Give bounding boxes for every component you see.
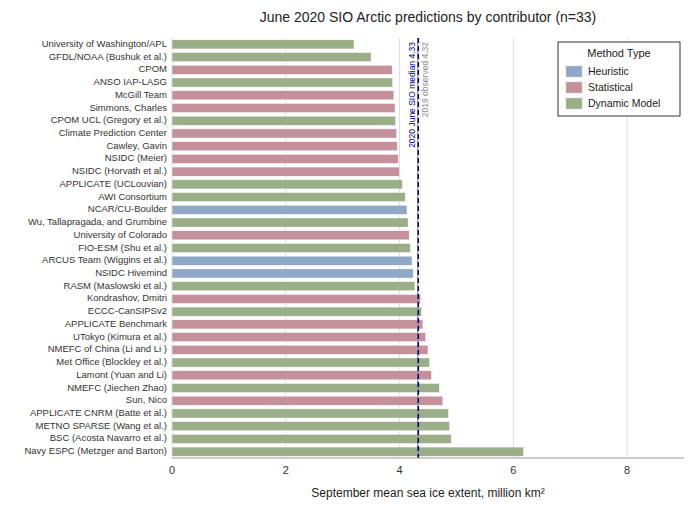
- bar: [172, 154, 398, 163]
- legend: Method Type Heuristic Statistical Dynamic M…: [558, 42, 680, 116]
- legend-swatch: [566, 98, 582, 109]
- bar: [172, 282, 415, 291]
- y-tick-label: Wu, Tallapragada, and Grumbine: [28, 216, 167, 227]
- bar: [172, 307, 422, 316]
- y-tick-label: Sun, Nico: [126, 394, 167, 405]
- legend-entry: Heuristic: [588, 65, 629, 77]
- y-tick-label: METNO SPARSE (Wang et al.): [36, 420, 167, 431]
- bars: [172, 40, 524, 456]
- legend-swatch: [566, 82, 582, 93]
- x-tick-label: 6: [510, 464, 516, 476]
- y-tick-label: NMEFC (Jiechen Zhao): [67, 382, 167, 393]
- bar: [172, 40, 354, 49]
- y-tick-label: ANSO IAP-LASG: [94, 76, 167, 87]
- x-tick-label: 2: [283, 464, 289, 476]
- bar: [172, 205, 407, 214]
- y-tick-label: CPOM: [139, 63, 168, 74]
- bar: [172, 65, 392, 74]
- legend-entry: Statistical: [588, 81, 633, 93]
- y-tick-label: Lamont (Yuan and Li): [76, 369, 167, 380]
- y-tick-label: FIO-ESM (Shu et al.): [78, 242, 167, 253]
- y-tick-label: University of Washington/APL: [42, 38, 167, 49]
- bar: [172, 256, 412, 265]
- bar: [172, 358, 430, 367]
- y-tick-label: Climate Prediction Center: [59, 127, 167, 138]
- reference-label: 2019 observed 4.32: [420, 42, 430, 117]
- y-tick-label: ARCUS Team (Wiggins et al.): [42, 254, 167, 265]
- y-tick-label: NSIDC Hivemind: [95, 267, 167, 278]
- bar: [172, 193, 405, 202]
- y-tick-label: RASM (Maslowski et al.): [64, 280, 167, 291]
- y-tick-label: AWI Consortium: [98, 191, 167, 202]
- y-tick-label: NSIDC (Meier): [105, 152, 167, 163]
- bar: [172, 333, 426, 342]
- bar: [172, 167, 400, 176]
- x-tick-label: 8: [624, 464, 630, 476]
- legend-swatch: [566, 66, 582, 77]
- y-tick-label: Met Office (Blockley et al.): [56, 356, 167, 367]
- bar: [172, 434, 451, 443]
- y-tick-label: CPOM UCL (Gregory et al.): [51, 114, 167, 125]
- y-tick-label: ECCC-CanSIPSv2: [88, 305, 167, 316]
- y-tick-label: GFDL/NOAA (Bushuk et al.): [49, 51, 167, 62]
- y-tick-label: APPLICATE (UCLouvian): [59, 178, 167, 189]
- legend-entry: Dynamic Model: [588, 97, 660, 109]
- grid-line: [513, 38, 514, 458]
- y-tick-label: UTokyo (Kimura et al.): [73, 331, 167, 342]
- bar: [172, 396, 443, 405]
- y-tick-label: Cawley, Gavin: [106, 140, 167, 151]
- bar: [172, 371, 431, 380]
- y-tick-label: APPLICATE Benchmark: [65, 318, 168, 329]
- y-tick-label: McGill Team: [115, 89, 167, 100]
- bar: [172, 91, 394, 100]
- y-tick-label: NCAR/CU-Boulder: [88, 203, 167, 214]
- reference-line: [417, 38, 418, 458]
- bar: [172, 269, 413, 278]
- bar: [172, 218, 408, 227]
- bar: [172, 116, 396, 125]
- bar: [172, 231, 409, 240]
- bar: [172, 53, 371, 62]
- x-axis-line: [172, 458, 684, 459]
- bar: [172, 447, 524, 456]
- x-tick-label: 0: [169, 464, 175, 476]
- x-tick-label: 4: [396, 464, 402, 476]
- bar: [172, 383, 439, 392]
- legend-title: Method Type: [587, 47, 650, 59]
- y-tick-label: University of Colorado: [74, 229, 167, 240]
- bar: [172, 142, 397, 151]
- y-tick-label: BSC (Acosta Navarro et al.): [50, 432, 167, 443]
- bar: [172, 243, 410, 252]
- x-axis-title: September mean sea ice extent, million k…: [311, 486, 544, 500]
- bar: [172, 345, 428, 354]
- y-tick-label: Navy ESPC (Metzger and Barton): [24, 445, 167, 456]
- y-tick-label: Simmons, Charles: [89, 102, 167, 113]
- bar: [172, 129, 397, 138]
- y-tick-label: NSIDC (Horvath et al.): [72, 165, 167, 176]
- reference-label: 2020 June SIO median 4.33: [407, 42, 417, 148]
- bar: [172, 294, 421, 303]
- bar: [172, 180, 402, 189]
- y-tick-label: Kondrashov, Dmitri: [87, 292, 167, 303]
- chart: June 2020 SIO Arctic predictions by cont…: [0, 0, 700, 509]
- bar: [172, 103, 395, 112]
- y-tick-label: NMEFC of China (Li and Li ): [48, 343, 167, 354]
- bar: [172, 320, 423, 329]
- y-tick-label: APPLICATE CNRM (Batte et al.): [30, 407, 167, 418]
- bar: [172, 422, 450, 431]
- title: June 2020 SIO Arctic predictions by cont…: [260, 9, 597, 25]
- legend-frame: [558, 42, 680, 116]
- bar: [172, 78, 393, 87]
- bar: [172, 409, 448, 418]
